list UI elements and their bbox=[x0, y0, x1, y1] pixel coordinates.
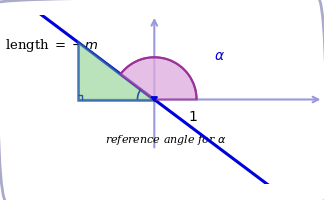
Text: length $= -m$: length $= -m$ bbox=[5, 37, 98, 53]
Polygon shape bbox=[151, 97, 157, 102]
Polygon shape bbox=[121, 58, 197, 100]
Text: reference angle for $\alpha$: reference angle for $\alpha$ bbox=[105, 133, 226, 147]
Text: 1: 1 bbox=[188, 110, 197, 124]
Polygon shape bbox=[77, 43, 154, 100]
Text: $\alpha$: $\alpha$ bbox=[214, 49, 225, 63]
